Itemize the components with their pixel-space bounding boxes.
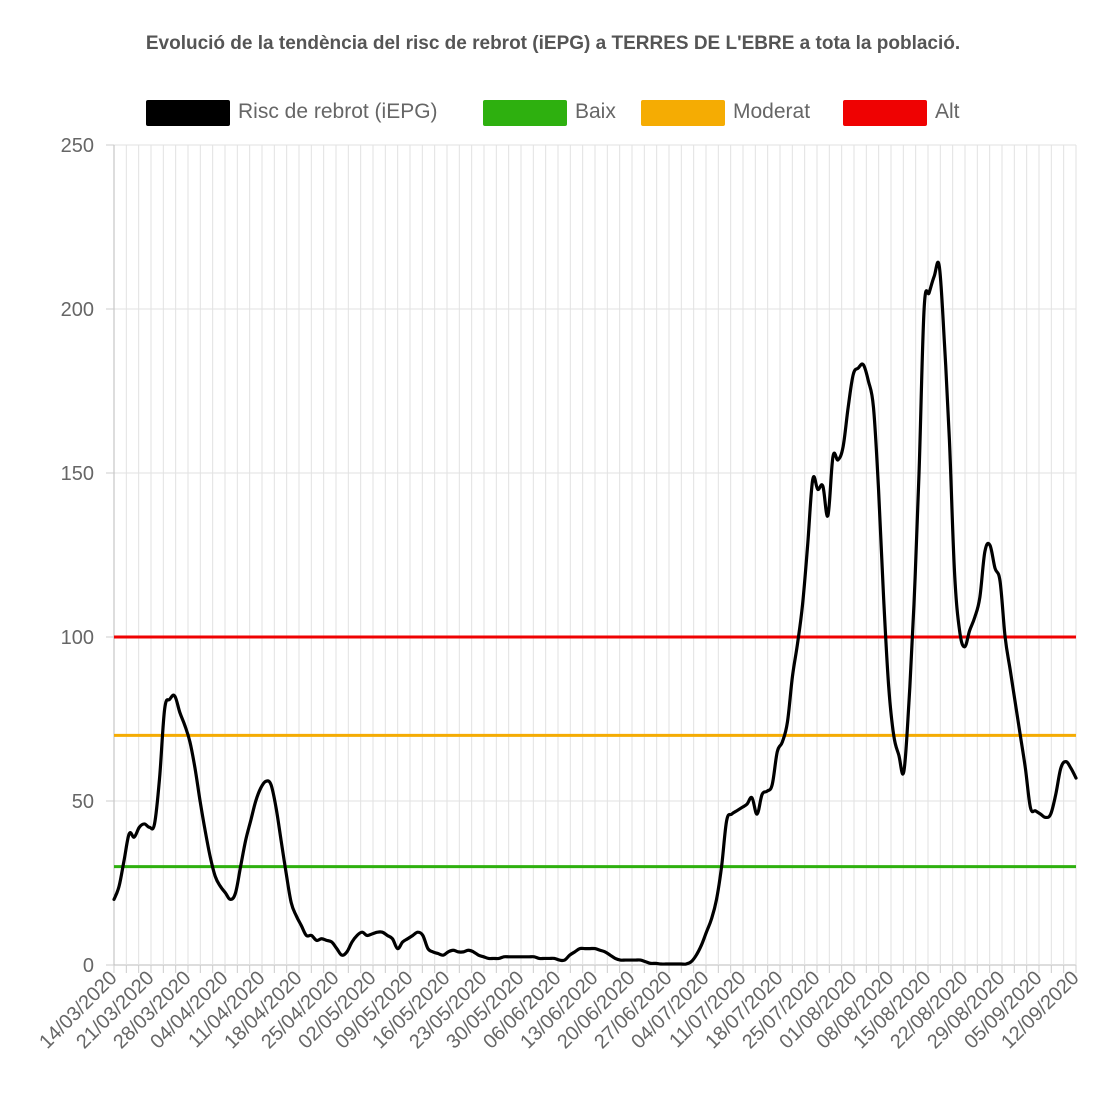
legend-swatch-risc <box>146 100 230 126</box>
y-tick-label: 100 <box>61 627 94 649</box>
legend-swatch-baix <box>483 100 567 126</box>
legend-swatch-moderat <box>641 100 725 126</box>
y-tick-label: 250 <box>61 135 94 157</box>
axes: 05010015020025014/03/202021/03/202028/03… <box>35 135 1083 1053</box>
legend-label-moderat: Moderat <box>733 100 811 123</box>
chart-title: Evolució de la tendència del risc de reb… <box>145 33 961 54</box>
series-line-iepg <box>112 260 1078 966</box>
legend-label-risc: Risc de rebrot (iEPG) <box>238 100 438 123</box>
y-tick-label: 0 <box>83 955 94 977</box>
y-tick-label: 50 <box>72 791 94 813</box>
legend-swatch-alt <box>843 100 927 126</box>
legend-label-alt: Alt <box>935 100 960 123</box>
series-layer <box>112 260 1078 966</box>
y-tick-label: 200 <box>61 299 94 321</box>
y-tick-label: 150 <box>61 463 94 485</box>
grid <box>113 144 1077 966</box>
legend: Risc de rebrot (iEPG) Baix Moderat Alt <box>0 96 1106 130</box>
legend-label-baix: Baix <box>575 100 616 123</box>
